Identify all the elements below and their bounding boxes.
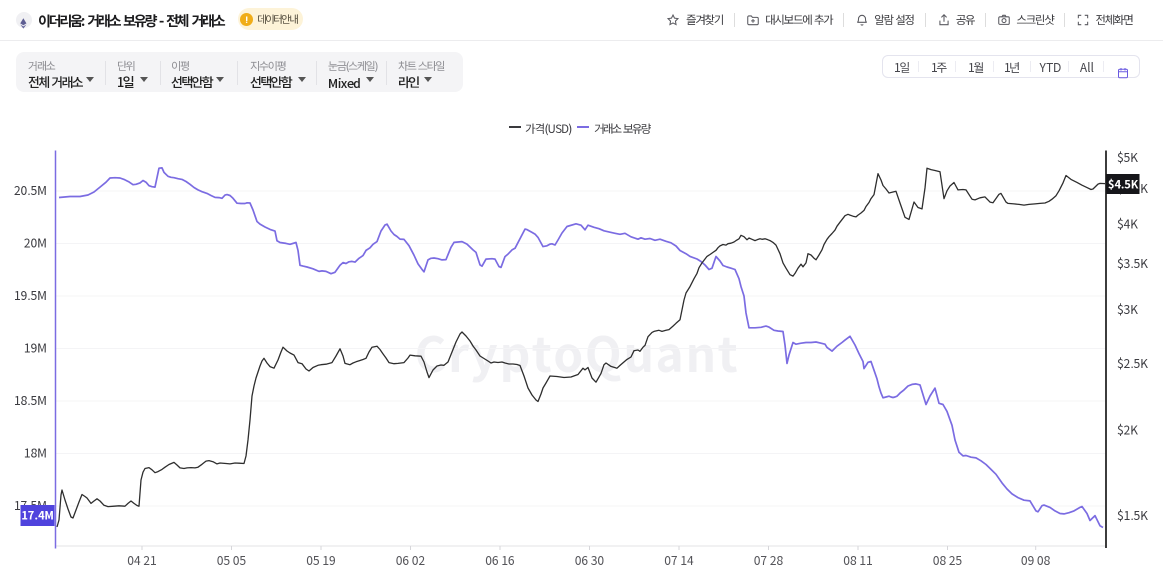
svg-text:18.5M: 18.5M xyxy=(14,392,47,409)
svg-text:07 14: 07 14 xyxy=(664,552,695,569)
svg-text:05 19: 05 19 xyxy=(306,552,335,569)
svg-text:$4.5K: $4.5K xyxy=(1108,177,1139,193)
svg-text:17.4M: 17.4M xyxy=(21,508,53,524)
svg-text:18M: 18M xyxy=(24,445,47,462)
svg-text:$2K: $2K xyxy=(1117,422,1138,439)
svg-text:20M: 20M xyxy=(24,235,47,252)
svg-text:08 25: 08 25 xyxy=(933,552,962,569)
svg-text:$3K: $3K xyxy=(1117,301,1138,318)
svg-text:CryptoQuant: CryptoQuant xyxy=(415,316,740,386)
svg-text:$5K: $5K xyxy=(1117,149,1138,166)
svg-text:$3.5K: $3.5K xyxy=(1117,255,1148,272)
svg-text:09 08: 09 08 xyxy=(1021,552,1050,569)
svg-text:04 21: 04 21 xyxy=(127,552,156,569)
svg-text:05 05: 05 05 xyxy=(217,552,246,569)
svg-text:06 30: 06 30 xyxy=(575,552,604,569)
svg-text:$2.5K: $2.5K xyxy=(1117,355,1148,372)
svg-text:20.5M: 20.5M xyxy=(14,182,47,199)
svg-text:19M: 19M xyxy=(24,340,47,357)
svg-text:06 16: 06 16 xyxy=(485,552,514,569)
svg-text:$4K: $4K xyxy=(1117,216,1138,233)
svg-text:19.5M: 19.5M xyxy=(14,287,47,304)
svg-text:08 11: 08 11 xyxy=(843,552,872,569)
svg-text:07 28: 07 28 xyxy=(754,552,783,569)
svg-text:06 02: 06 02 xyxy=(396,552,426,569)
svg-text:$1.5K: $1.5K xyxy=(1117,507,1148,524)
